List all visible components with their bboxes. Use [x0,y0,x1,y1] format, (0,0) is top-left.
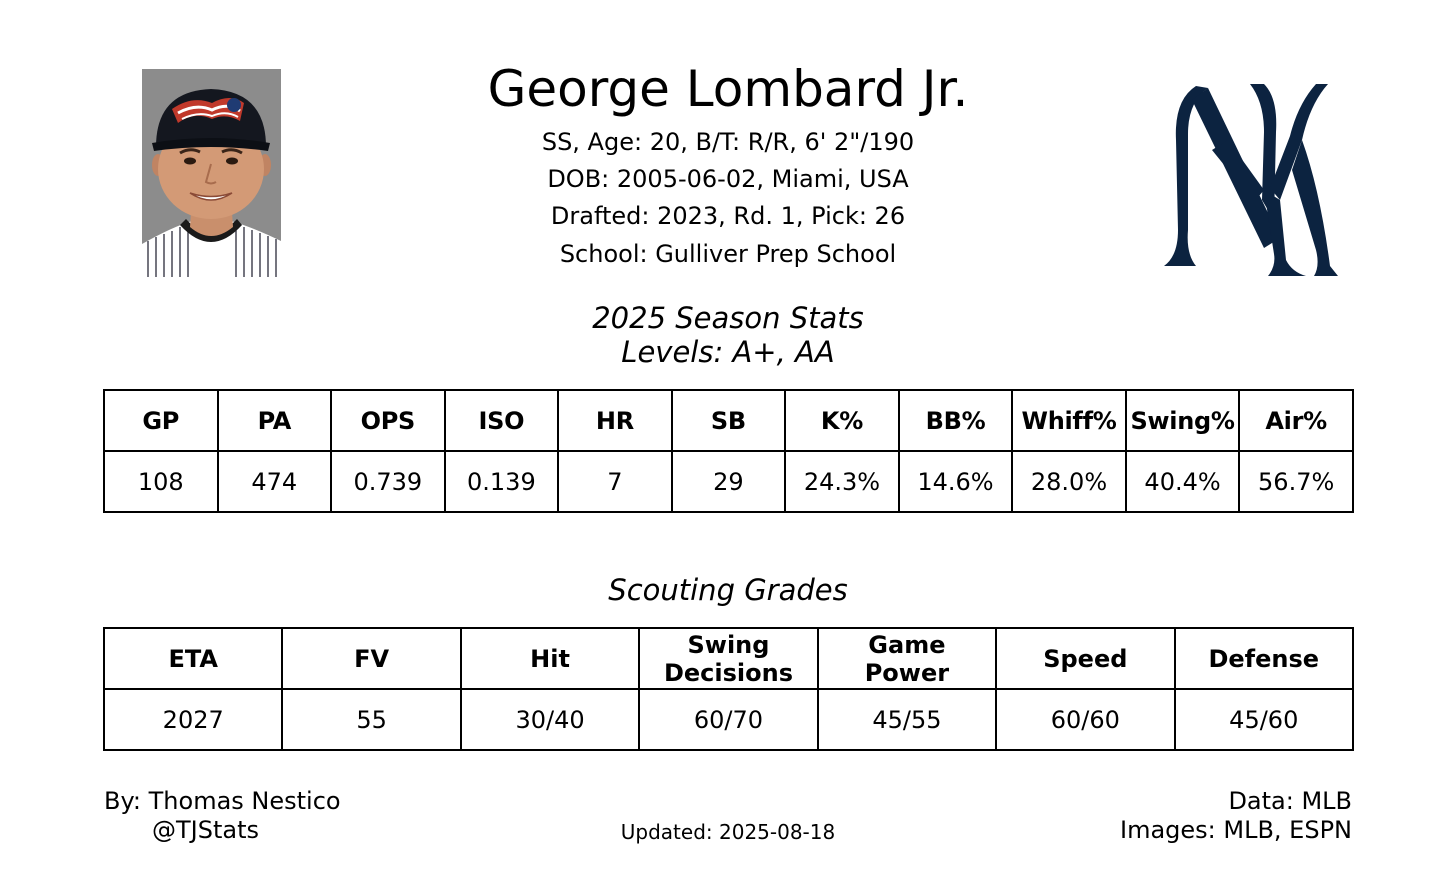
stats-value-cell: 40.4% [1124,450,1241,513]
stats-header-cell: HR [557,389,673,452]
stats-header-cell: Whiff% [1011,389,1127,452]
stats-header-cell: SB [670,389,787,452]
grades-header-cell: Speed [995,627,1176,690]
grades-header-line: Defense [1208,644,1320,673]
grades-header-cell: Swing Decisions [638,627,819,690]
grades-header-cell: FV [281,627,462,690]
grades-header-cell: ETA [102,627,284,690]
stats-value-cell: 56.7% [1238,450,1354,513]
stats-value-cell: 24.3% [784,450,900,513]
grades-header-line: FV [354,644,390,673]
stats-value-row: 108 474 0.739 0.139 7 29 24.3% 14.6% 28.… [103,450,1354,513]
stats-header-cell: ISO [443,389,560,452]
stats-header-cell: Air% [1238,389,1354,452]
stats-header-row: GP PA OPS ISO HR SB K% BB% Whiff% Swing%… [103,389,1354,452]
grades-value-cell: 45/55 [816,688,998,751]
season-stats-title: 2025 Season Stats [592,301,864,335]
stats-value-cell: 28.0% [1011,450,1127,513]
grades-value-cell: 60/70 [638,688,819,751]
season-stats-table: GP PA OPS ISO HR SB K% BB% Whiff% Swing%… [103,389,1354,513]
grades-value-cell: 55 [281,688,462,751]
scouting-grades-title: Scouting Grades [608,573,848,607]
stats-value-cell: 14.6% [897,450,1014,513]
stats-header-cell: K% [784,389,900,452]
stats-header-cell: OPS [330,389,446,452]
stats-value-cell: 7 [557,450,673,513]
footer-author: By: Thomas Nestico [104,787,341,815]
footer-handle: @TJStats [152,816,260,844]
player-bio: SS, Age: 20, B/T: R/R, 6' 2"/190 [541,128,915,156]
grades-value-cell: 30/40 [459,688,641,751]
grades-value-row: 2027 55 30/40 60/70 45/55 60/60 45/60 [102,688,1355,751]
grades-header-line: Power [864,658,950,687]
player-name: George Lombard Jr. [487,60,969,118]
stats-value-cell: 108 [103,450,219,513]
footer-data-source: Data: MLB [1228,787,1352,815]
stats-header-cell: Swing% [1124,389,1241,452]
grades-value-cell: 45/60 [1173,688,1355,751]
grades-header-cell: Game Power [816,627,998,690]
player-school: School: Gulliver Prep School [559,240,897,268]
season-levels: Levels: A+, AA [621,335,835,369]
grades-header-row: ETA FV Hit Swing Decisions Game Power Spee… [102,627,1355,690]
team-logo [1152,70,1342,280]
stats-value-cell: 474 [216,450,333,513]
grades-header-cell: Hit [459,627,641,690]
grades-value-cell: 60/60 [995,688,1176,751]
stats-value-cell: 29 [670,450,787,513]
grades-header-line: Swing [687,630,770,659]
footer-updated: Updated: 2025-08-18 [620,820,836,844]
stats-value-cell: 0.739 [330,450,446,513]
footer-image-source: Images: MLB, ESPN [1119,816,1352,844]
player-draft: Drafted: 2023, Rd. 1, Pick: 26 [550,202,906,230]
player-headshot [142,69,281,277]
grades-header-line: Game [868,630,946,659]
grades-header-line: Speed [1043,644,1128,673]
stats-header-cell: PA [216,389,333,452]
grades-header-cell: Defense [1173,627,1355,690]
stats-header-cell: BB% [897,389,1014,452]
player-dob: DOB: 2005-06-02, Miami, USA [547,165,909,193]
stats-header-cell: GP [103,389,219,452]
scouting-grades-table: ETA FV Hit Swing Decisions Game Power Spee… [102,627,1355,751]
grades-header-line: ETA [168,644,218,673]
grades-value-cell: 2027 [102,688,284,751]
grades-header-line: Decisions [663,658,793,687]
grades-header-line: Hit [530,644,570,673]
stats-value-cell: 0.139 [443,450,560,513]
